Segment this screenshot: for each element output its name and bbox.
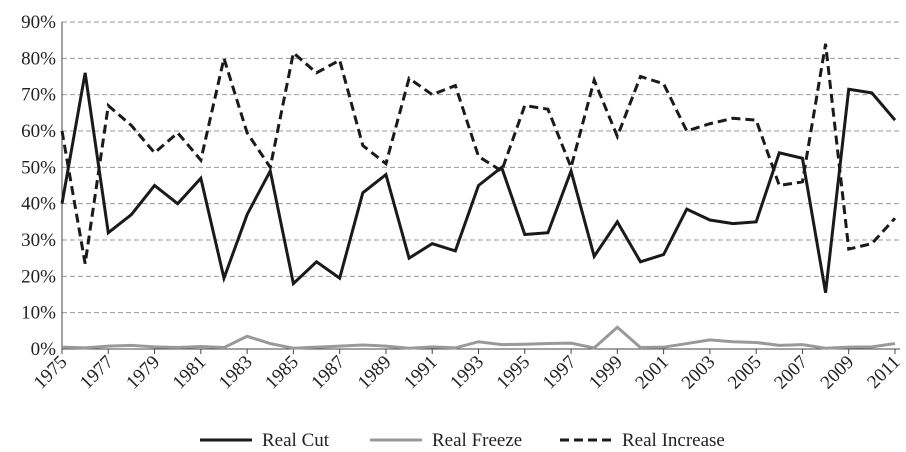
x-tick-label: 1995 xyxy=(493,352,535,394)
y-tick-label: 30% xyxy=(21,230,56,251)
x-tick-label: 1997 xyxy=(539,352,581,394)
line-series xyxy=(60,72,897,293)
x-tick-label: 2009 xyxy=(817,352,859,394)
x-tick-label: 2005 xyxy=(724,352,766,394)
y-tick-label: 50% xyxy=(21,157,56,178)
x-tick-label: 2003 xyxy=(678,352,720,394)
x-tick-label: 1977 xyxy=(76,352,118,394)
x-tick-label: 1989 xyxy=(354,352,396,394)
y-tick-label: 70% xyxy=(21,85,56,106)
line-series xyxy=(61,325,896,350)
x-tick-label: 2007 xyxy=(770,352,812,394)
y-tick-label: 60% xyxy=(21,121,56,142)
legend-label: Real Cut xyxy=(262,430,330,451)
x-tick-label: 1993 xyxy=(446,352,488,394)
y-tick-label: 0% xyxy=(31,339,57,360)
y-tick-label: 80% xyxy=(21,48,56,69)
x-tick-label: 1999 xyxy=(585,352,627,394)
x-tick-label: 2011 xyxy=(863,352,904,393)
x-tick-label: 1987 xyxy=(307,352,349,394)
x-tick-label: 1979 xyxy=(122,352,164,394)
x-tick-label: 1985 xyxy=(261,352,303,394)
line-series xyxy=(60,43,897,264)
x-tick-label: 2001 xyxy=(631,352,673,394)
x-tick-label: 1981 xyxy=(169,352,211,394)
x-tick-label: 1991 xyxy=(400,352,442,394)
y-tick-label: 10% xyxy=(21,303,56,324)
y-tick-label: 20% xyxy=(21,266,56,287)
legend-label: Real Increase xyxy=(622,430,725,451)
x-tick-label: 1983 xyxy=(215,352,257,394)
y-tick-label: 90% xyxy=(21,12,56,33)
legend-label: Real Freeze xyxy=(432,430,522,451)
y-tick-label: 40% xyxy=(21,194,56,215)
